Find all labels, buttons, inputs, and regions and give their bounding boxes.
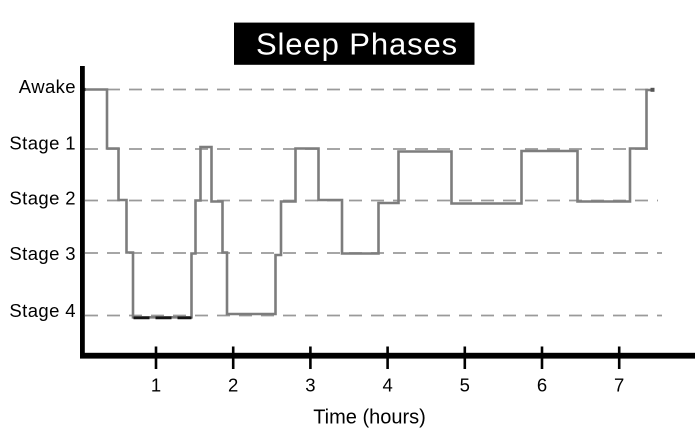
svg-text:Time (hours): Time (hours)	[313, 407, 426, 429]
svg-text:1: 1	[151, 375, 161, 396]
svg-text:Sleep Phases: Sleep Phases	[256, 26, 458, 61]
svg-text:Stage 1: Stage 1	[9, 133, 76, 154]
svg-text:5: 5	[460, 375, 470, 396]
svg-text:3: 3	[305, 375, 315, 396]
svg-text:Awake: Awake	[19, 76, 76, 97]
svg-text:6: 6	[537, 375, 547, 396]
svg-text:Stage 2: Stage 2	[9, 187, 76, 208]
svg-text:2: 2	[228, 375, 238, 396]
svg-text:7: 7	[614, 375, 624, 396]
svg-text:Stage 4: Stage 4	[9, 300, 76, 321]
svg-text:Stage 3: Stage 3	[9, 243, 76, 264]
svg-text:4: 4	[382, 375, 392, 396]
